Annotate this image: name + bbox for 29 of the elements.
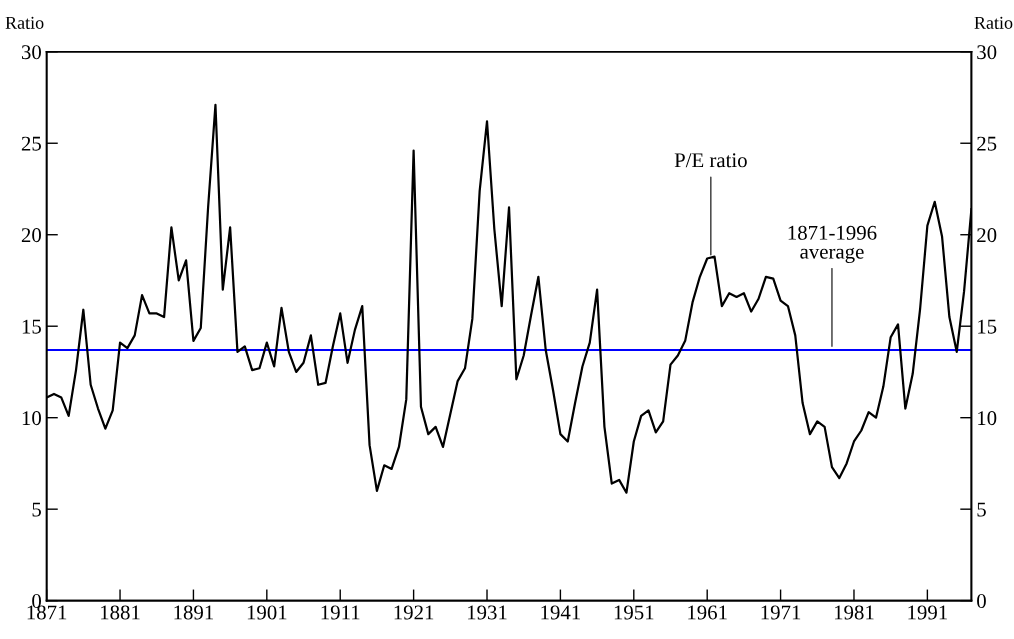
y-tick-label: 25 xyxy=(21,136,41,151)
y-tick-label: 30 xyxy=(21,45,41,60)
y-tick-label: 10 xyxy=(22,411,41,426)
x-tick-label: 1971 xyxy=(761,605,801,620)
x-tick-label: 1941 xyxy=(541,605,580,620)
annotation: 1871-1996 average xyxy=(788,225,877,263)
y-axis-title: Ratio xyxy=(5,16,44,29)
x-tick-label: 1881 xyxy=(101,605,140,620)
x-tick-label: 1951 xyxy=(614,605,654,620)
y2-tick-label: 10 xyxy=(978,411,997,426)
annotation: P/E ratio xyxy=(674,153,747,168)
y2-tick-label: 0 xyxy=(977,594,986,609)
x-tick-label: 1921 xyxy=(394,605,434,620)
y2-axis-title: Ratio xyxy=(974,16,1013,29)
y2-tick-label: 15 xyxy=(978,319,997,334)
x-tick-label: 1961 xyxy=(688,605,727,620)
x-tick-label: 1991 xyxy=(908,605,947,620)
x-tick-label: 1911 xyxy=(321,605,360,620)
y2-tick-label: 5 xyxy=(977,502,986,517)
x-tick-label: 1891 xyxy=(174,605,214,620)
y2-tick-label: 25 xyxy=(977,136,997,151)
x-tick-label: 1901 xyxy=(247,605,287,620)
y-tick-label: 5 xyxy=(32,502,41,517)
y2-tick-label: 20 xyxy=(977,228,997,243)
x-tick-label: 1931 xyxy=(468,605,507,620)
x-tick-label: 1981 xyxy=(834,605,874,620)
y-tick-label: 15 xyxy=(22,319,41,334)
y-tick-label: 20 xyxy=(21,228,41,243)
y2-tick-label: 30 xyxy=(977,45,997,60)
